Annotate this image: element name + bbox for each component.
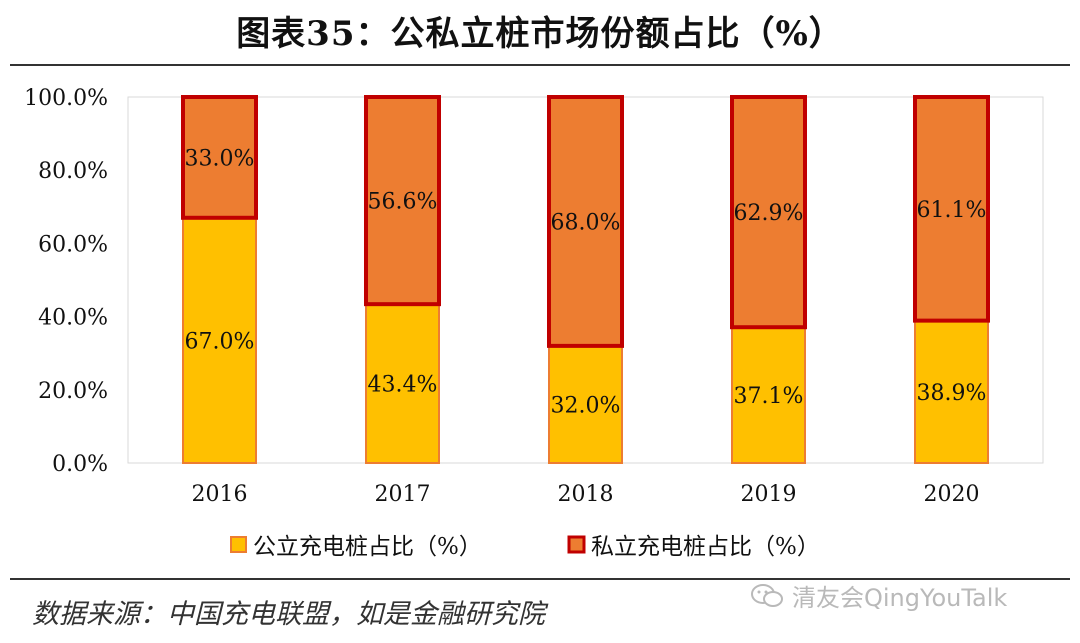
- bar-private: [730, 95, 807, 330]
- bar-private: [913, 95, 990, 323]
- source-divider: [10, 578, 1070, 580]
- data-label-public: 67.0%: [185, 329, 255, 354]
- bar-public: [914, 319, 989, 464]
- bar-private: [364, 95, 441, 307]
- stacked-bar-chart: 0.0% 20.0% 40.0% 60.0% 80.0% 100.0% 67.0% 33.0%…: [24, 86, 1044, 560]
- wechat-icon: [751, 583, 783, 607]
- bar-private: [181, 95, 258, 220]
- y-tick-label: 80.0%: [38, 159, 108, 184]
- data-label-public: 43.4%: [368, 373, 438, 398]
- chart-title: 图表35：公私立桩市场份额占比（%）: [236, 14, 844, 54]
- y-tick-label: 20.0%: [38, 379, 108, 404]
- y-tick-label: 60.0%: [38, 232, 108, 257]
- legend-label-private: 私立充电桩占比（%）: [591, 534, 820, 560]
- y-tick-label: 40.0%: [38, 306, 108, 331]
- x-tick-label: 2016: [192, 482, 248, 507]
- bar-private: [547, 95, 624, 348]
- data-label-private: 33.0%: [185, 146, 255, 171]
- data-label-public: 38.9%: [917, 381, 987, 406]
- data-label-public: 37.1%: [734, 384, 804, 409]
- y-tick-label: 0.0%: [52, 452, 108, 477]
- legend-label-public: 公立充电桩占比（%）: [253, 534, 482, 560]
- data-label-private: 61.1%: [917, 198, 987, 223]
- source-note: 数据来源：中国充电联盟，如是金融研究院: [32, 599, 545, 630]
- x-tick-label: 2019: [741, 482, 797, 507]
- data-label-private: 62.9%: [734, 201, 804, 226]
- data-label-public: 32.0%: [551, 393, 621, 418]
- x-tick-label: 2020: [924, 482, 980, 507]
- bar-public: [731, 326, 806, 464]
- bar-public: [365, 303, 440, 464]
- watermark: 清友会QingYouTalk: [750, 578, 1007, 613]
- legend-swatch-private: [567, 535, 586, 554]
- bar-public: [548, 344, 623, 465]
- x-tick-label: 2018: [558, 482, 614, 507]
- data-label-private: 56.6%: [368, 190, 438, 215]
- y-tick-label: 100.0%: [24, 86, 108, 111]
- bar-public: [182, 216, 257, 464]
- legend-swatch-public: [230, 536, 247, 553]
- data-label-private: 68.0%: [551, 210, 621, 235]
- title-divider: [10, 64, 1070, 66]
- x-tick-label: 2017: [375, 482, 431, 507]
- watermark-text: 清友会QingYouTalk: [792, 584, 1008, 612]
